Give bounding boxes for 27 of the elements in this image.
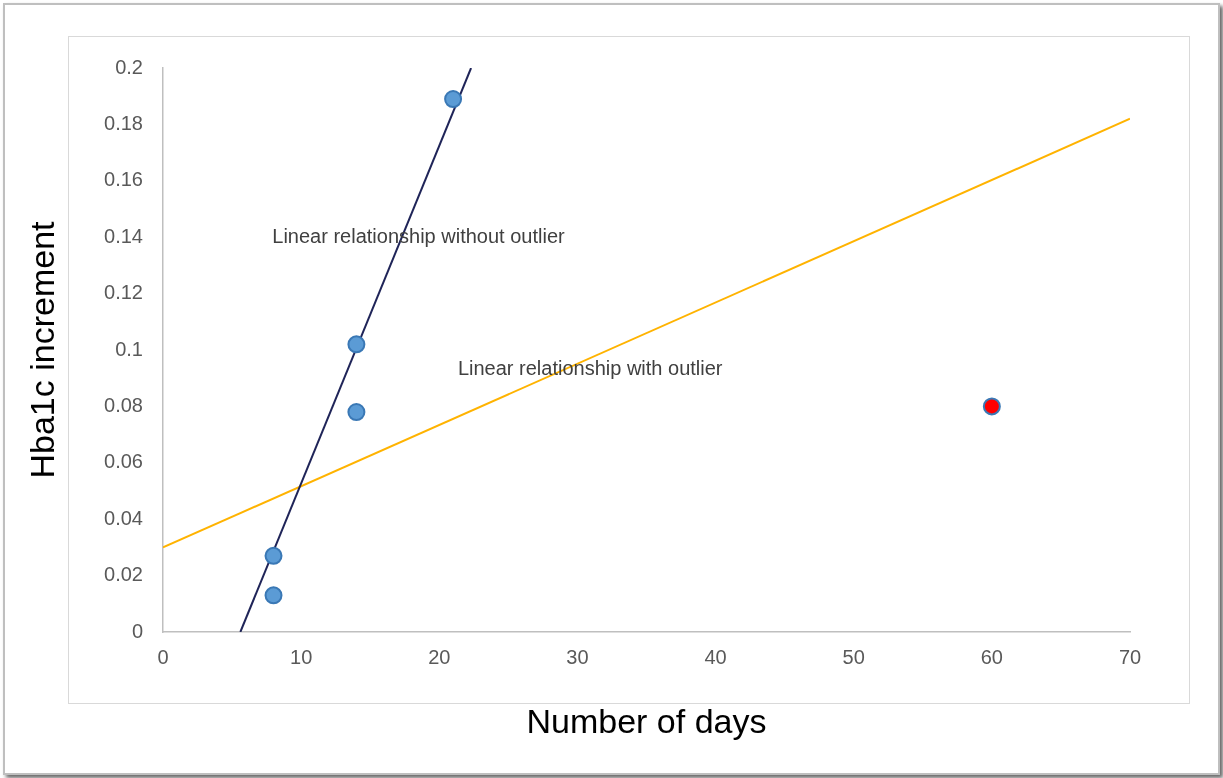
y-tick-label: 0.06 [104, 450, 143, 473]
y-tick-label: 0 [131, 619, 143, 642]
y-tick-label: 0.16 [104, 168, 143, 191]
x-axis-title: Number of days [526, 701, 767, 740]
y-axis-title: Hba1c increment [22, 220, 61, 479]
y-tick-label: 0.18 [104, 111, 143, 134]
point [264, 546, 283, 565]
point [347, 335, 366, 354]
y-tick-label: 0.14 [104, 224, 143, 247]
x-tick-label: 0 [157, 645, 169, 668]
y-tick-label: 0.02 [104, 563, 143, 586]
x-tick-label: 50 [842, 645, 865, 668]
y-tick-label: 0.08 [104, 393, 143, 416]
x-tick-label: 30 [566, 645, 589, 668]
y-tick-label: 0.1 [115, 337, 143, 360]
point [347, 403, 366, 422]
point [982, 397, 1001, 416]
y-tick-label: 0.12 [104, 281, 143, 304]
x-tick-label: 70 [1118, 645, 1142, 668]
x-tick-label: 20 [428, 645, 451, 668]
point [264, 586, 283, 605]
x-tick-label: 60 [980, 645, 1003, 668]
y-tick-label: 0.04 [104, 506, 143, 529]
y-tick-label: 0.2 [115, 55, 143, 78]
x-tick-label: 10 [290, 645, 313, 668]
x-tick-label: 40 [704, 645, 727, 668]
point [444, 90, 463, 109]
